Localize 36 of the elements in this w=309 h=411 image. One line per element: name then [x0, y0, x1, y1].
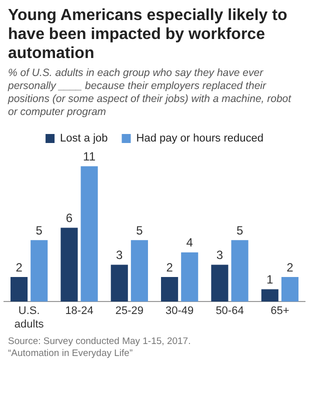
data-label: 2 — [16, 260, 23, 274]
bar — [281, 277, 298, 302]
legend-label: Had pay or hours reduced — [136, 132, 264, 145]
data-label: 5 — [136, 223, 144, 238]
data-label: 3 — [216, 248, 224, 262]
data-label: 2 — [166, 260, 174, 274]
chart-subtitle: % of U.S. adults in each group who say they have ever personally ____ because their employers replaced their positions (or some aspect of their jobs) with a machine, robot or computer program — [8, 67, 292, 119]
x-tick-label: 65+ — [270, 305, 290, 318]
x-tick-label: 18-24 — [65, 305, 94, 318]
x-tick-label: U.S. adults — [14, 305, 44, 330]
x-tick-label: 50-64 — [216, 305, 244, 318]
data-label: 11 — [83, 150, 96, 164]
bar — [80, 166, 98, 302]
chart-title: Young Americans especially likely to have been impacted by workforce automation — [8, 6, 288, 63]
bar — [261, 289, 278, 302]
text: “Automation in Everyday Life” — [8, 348, 134, 360]
bar — [30, 240, 48, 302]
x-tick-label: 25-29 — [115, 305, 144, 318]
legend-label: Lost a job — [60, 132, 108, 145]
data-label: 4 — [186, 236, 194, 250]
bar — [181, 252, 198, 302]
bar — [130, 240, 148, 302]
data-label: 5 — [236, 223, 244, 238]
bar — [161, 277, 178, 302]
bar — [211, 264, 228, 302]
bar — [110, 264, 128, 302]
x-tick-label: 30-49 — [166, 305, 194, 318]
data-label: 1 — [266, 272, 274, 287]
data-label: 2 — [286, 260, 294, 274]
data-label: 3 — [116, 248, 124, 262]
bar — [10, 277, 28, 302]
bar — [231, 240, 248, 302]
data-label: 5 — [36, 223, 43, 238]
source-note: Source: Survey conducted May 1-15, 2017. — [8, 336, 192, 348]
data-label: 6 — [66, 211, 73, 226]
bar — [60, 228, 78, 302]
